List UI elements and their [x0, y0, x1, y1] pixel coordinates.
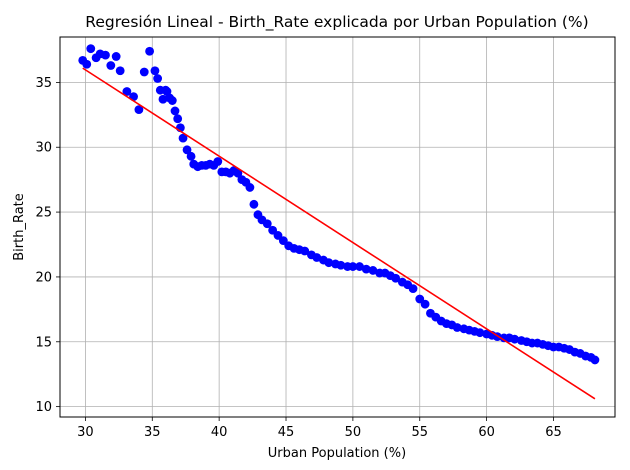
data-point [336, 260, 346, 270]
data-point [233, 168, 243, 178]
data-point [213, 157, 223, 166]
data-point [355, 262, 364, 271]
x-tick-label: 60 [478, 425, 495, 440]
y-tick-label: 30 [35, 141, 52, 156]
data-point [361, 264, 371, 274]
data-point [170, 106, 180, 116]
chart-title: Regresión Lineal - Birth_Rate explicada … [85, 13, 588, 32]
data-point [391, 273, 401, 283]
x-tick-label: 55 [411, 425, 428, 440]
data-point [178, 133, 188, 143]
data-point [249, 199, 259, 209]
data-point [145, 46, 155, 56]
data-point [186, 151, 196, 161]
y-tick-label: 10 [35, 400, 52, 415]
data-point [122, 87, 132, 96]
y-tick-label: 25 [35, 206, 52, 221]
y-tick-label: 20 [35, 270, 52, 285]
data-point [348, 262, 358, 271]
data-point [475, 328, 485, 338]
x-axis-ticks: 30 35 40 45 50 55 60 65 [77, 417, 562, 440]
data-point [262, 219, 272, 229]
data-point [153, 74, 163, 83]
data-point [368, 266, 378, 275]
x-tick-label: 65 [545, 425, 562, 440]
x-tick-label: 45 [278, 425, 295, 440]
data-point [312, 253, 322, 262]
data-point [420, 299, 430, 309]
regression-line [82, 67, 596, 400]
regression-line-group [82, 67, 596, 400]
data-point [408, 284, 418, 294]
y-axis-label: Birth_Rate [12, 193, 27, 261]
plot-frame [59, 36, 616, 418]
x-tick-label: 40 [211, 425, 228, 440]
data-point [173, 114, 183, 124]
data-point [139, 67, 149, 77]
y-axis-ticks: 10 15 20 25 30 35 [35, 76, 60, 415]
data-point [101, 50, 110, 60]
data-point [158, 94, 168, 104]
data-point [86, 44, 96, 54]
y-tick-label: 15 [35, 335, 52, 350]
data-point [111, 52, 121, 61]
data-point [82, 59, 92, 69]
y-tick-label: 35 [35, 76, 52, 91]
data-point [452, 323, 462, 332]
x-axis-label: Urban Population (%) [268, 446, 406, 461]
data-point [300, 246, 310, 256]
data-point [182, 145, 192, 155]
data-point [115, 66, 125, 76]
data-point [134, 105, 144, 115]
grid-lines [60, 37, 615, 417]
data-point [106, 61, 116, 70]
data-point [324, 258, 334, 268]
data-point [245, 183, 255, 192]
data-point [590, 355, 600, 365]
x-tick-label: 35 [144, 425, 161, 440]
data-point [150, 66, 160, 76]
scatter-points [78, 44, 600, 365]
x-tick-label: 50 [345, 425, 362, 440]
data-point [167, 96, 177, 105]
x-tick-label: 30 [77, 425, 94, 440]
data-point [510, 334, 520, 344]
